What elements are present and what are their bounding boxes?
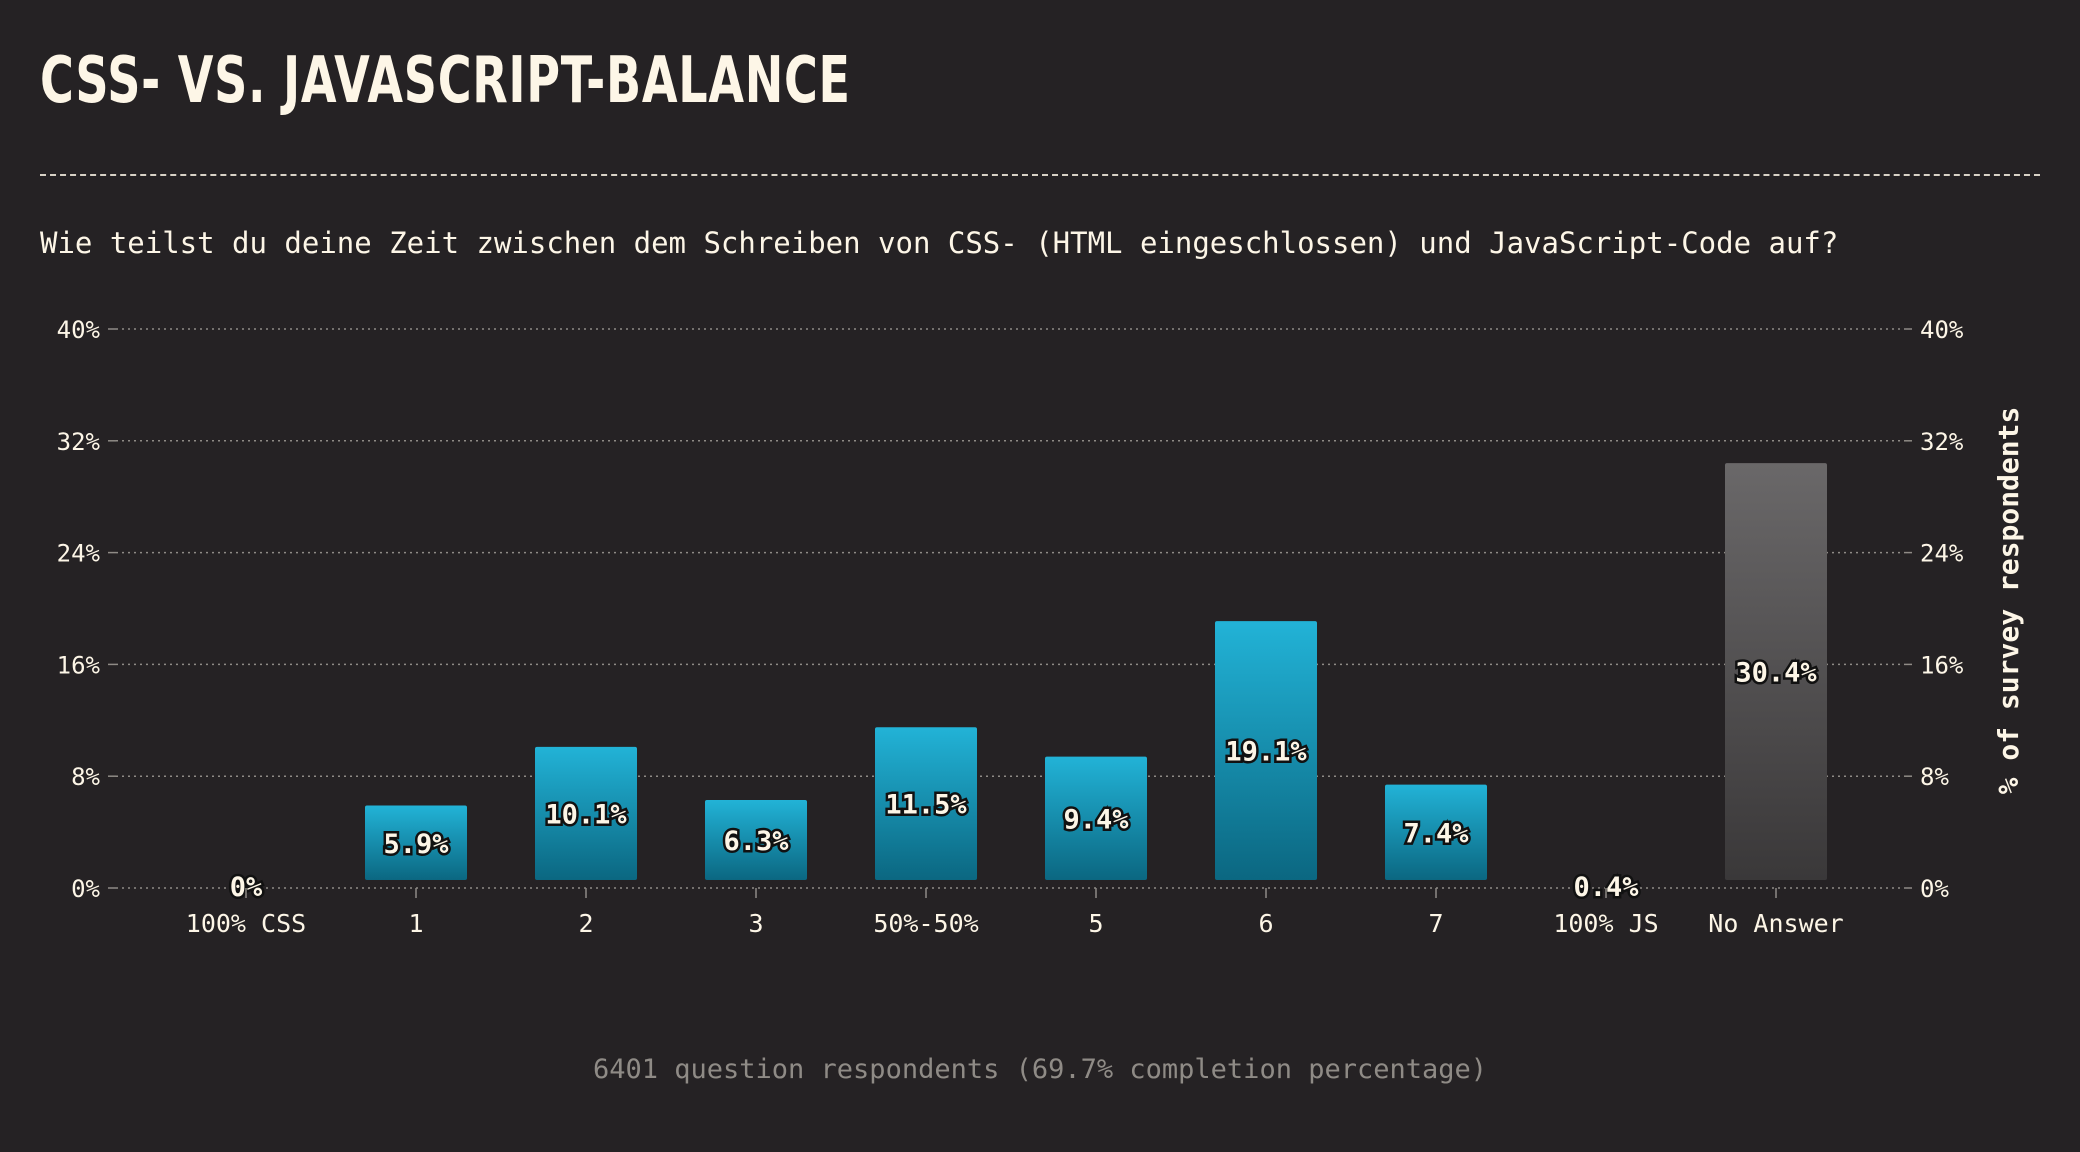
y-tick-label-right: 0% <box>1920 875 1949 903</box>
y-tick-label-right: 16% <box>1920 651 1964 679</box>
bar-value-label: 0.4% <box>1573 872 1639 903</box>
bar-value-label: 10.1% <box>545 799 627 830</box>
chart-title: CSS- VS. JAVASCRIPT-BALANCE <box>40 44 851 118</box>
bars <box>365 463 1827 880</box>
x-tick-label: 2 <box>578 909 593 938</box>
y-tick-label-right: 8% <box>1920 763 1949 791</box>
bar-value-label: 11.5% <box>885 790 967 821</box>
x-tick-label: 50%-50% <box>873 909 978 938</box>
x-tick-label: No Answer <box>1708 909 1843 938</box>
y-tick-label-right: 24% <box>1920 540 1964 568</box>
bar-5 <box>1045 756 1147 880</box>
y-tick-label-right: 40% <box>1920 316 1964 344</box>
y-tick-label-left: 0% <box>71 875 100 903</box>
y-tick-label-left: 8% <box>71 763 100 791</box>
y-tick-label-left: 24% <box>57 540 101 568</box>
y-tick-label-right: 32% <box>1920 428 1964 456</box>
bar-value-label: 30.4% <box>1735 658 1817 689</box>
question-text: Wie teilst du deine Zeit zwischen dem Sc… <box>40 226 1839 260</box>
x-tick-label: 100% JS <box>1553 909 1658 938</box>
y-tick-label-left: 40% <box>57 316 101 344</box>
title-divider <box>40 174 2040 176</box>
bar-6 <box>1215 621 1317 880</box>
bar-2 <box>535 746 637 880</box>
grid-lines <box>116 328 1904 889</box>
bar-no-answer <box>1725 463 1827 880</box>
y-tick-label-left: 16% <box>57 651 101 679</box>
bar-3 <box>705 799 807 880</box>
bar-1 <box>365 805 467 880</box>
bar-7 <box>1385 784 1487 880</box>
x-tick-label: 7 <box>1428 909 1443 938</box>
y-axis-title: % of survey respondents <box>1992 407 2025 795</box>
bar-value-label: 6.3% <box>723 826 789 857</box>
respondents-footnote: 6401 question respondents (69.7% complet… <box>592 1054 1488 1085</box>
bar-value-label: 5.9% <box>383 829 449 860</box>
x-tick-label: 1 <box>408 909 423 938</box>
bar-value-label: 19.1% <box>1225 737 1307 768</box>
y-tick-label-left: 32% <box>57 428 101 456</box>
value-labels: 0% 5.9% 10.1% 6.3% 11.5% 9.4% 19.1% 7.4% 0.4% 30.… <box>227 655 1820 905</box>
x-tick-label: 100% CSS <box>186 909 306 938</box>
bar-50-50- <box>875 727 977 880</box>
bar-value-label: 7.4% <box>1403 818 1469 849</box>
bar-value-label: 9.4% <box>1063 804 1129 835</box>
bar-value-label: 0% <box>230 872 263 903</box>
x-tick-label: 5 <box>1088 909 1103 938</box>
axes: 0% 0% 8% 8% 16% 16% 24% 24% 32% 32% 40% 40% 100% CSS… <box>57 316 2025 938</box>
x-tick-label: 6 <box>1258 909 1273 938</box>
x-tick-label: 3 <box>748 909 763 938</box>
